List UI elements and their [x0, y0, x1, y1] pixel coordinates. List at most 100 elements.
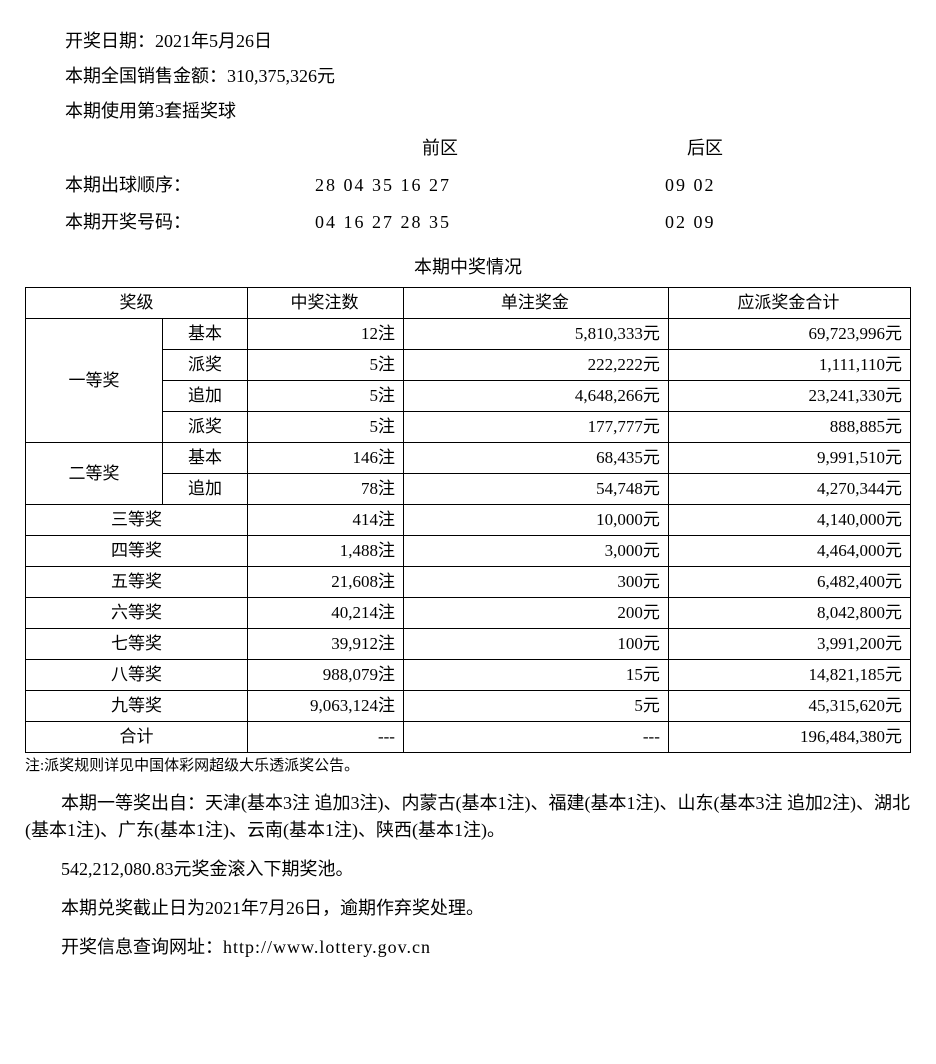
- draw-order-back: 09 02: [665, 172, 865, 199]
- table-note: 注:派奖规则详见中国体彩网超级大乐透派奖公告。: [25, 755, 911, 778]
- total-cell: 888,885元: [668, 412, 910, 443]
- prize-level-cell: 二等奖: [26, 443, 163, 505]
- count-cell: ---: [248, 722, 404, 753]
- header-total: 应派奖金合计: [668, 288, 910, 319]
- table-row: 八等奖988,079注15元14,821,185元: [26, 660, 911, 691]
- total-cell: 23,241,330元: [668, 381, 910, 412]
- sales-line: 本期全国销售金额：310,375,326元: [65, 63, 871, 90]
- header-prize-level: 奖级: [26, 288, 248, 319]
- table-row: 合计------196,484,380元: [26, 722, 911, 753]
- unit-cell: 5元: [403, 691, 668, 722]
- table-row: 六等奖40,214注200元8,042,800元: [26, 598, 911, 629]
- unit-cell: 15元: [403, 660, 668, 691]
- total-cell: 9,991,510元: [668, 443, 910, 474]
- total-cell: 3,991,200元: [668, 629, 910, 660]
- draw-date-label: 开奖日期：: [65, 31, 155, 51]
- prize-level-cell: 三等奖: [26, 505, 248, 536]
- count-cell: 39,912注: [248, 629, 404, 660]
- draw-date-line: 开奖日期：2021年5月26日: [65, 28, 871, 55]
- table-row: 一等奖基本12注5,810,333元69,723,996元: [26, 319, 911, 350]
- unit-cell: 200元: [403, 598, 668, 629]
- prize-table: 奖级 中奖注数 单注奖金 应派奖金合计 一等奖基本12注5,810,333元69…: [25, 287, 911, 753]
- total-cell: 196,484,380元: [668, 722, 910, 753]
- prize-level-cell: 四等奖: [26, 536, 248, 567]
- unit-cell: 54,748元: [403, 474, 668, 505]
- unit-cell: 4,648,266元: [403, 381, 668, 412]
- sales-amount: 310,375,326元: [227, 66, 335, 86]
- draw-order-front: 28 04 35 16 27: [315, 172, 665, 199]
- total-cell: 6,482,400元: [668, 567, 910, 598]
- unit-cell: 10,000元: [403, 505, 668, 536]
- table-header-row: 奖级 中奖注数 单注奖金 应派奖金合计: [26, 288, 911, 319]
- unit-cell: 100元: [403, 629, 668, 660]
- prize-sub-cell: 派奖: [163, 350, 248, 381]
- count-cell: 5注: [248, 381, 404, 412]
- count-cell: 9,063,124注: [248, 691, 404, 722]
- count-cell: 40,214注: [248, 598, 404, 629]
- unit-cell: ---: [403, 722, 668, 753]
- table-row: 四等奖1,488注3,000元4,464,000元: [26, 536, 911, 567]
- header-unit: 单注奖金: [403, 288, 668, 319]
- prize-level-cell: 合计: [26, 722, 248, 753]
- unit-cell: 3,000元: [403, 536, 668, 567]
- total-cell: 4,140,000元: [668, 505, 910, 536]
- prize-sub-cell: 基本: [163, 319, 248, 350]
- sales-label: 本期全国销售金额：: [65, 66, 227, 86]
- prize-sub-cell: 基本: [163, 443, 248, 474]
- prize-sub-cell: 派奖: [163, 412, 248, 443]
- count-cell: 1,488注: [248, 536, 404, 567]
- back-area-label: 后区: [665, 135, 865, 162]
- total-cell: 4,464,000元: [668, 536, 910, 567]
- draw-order-row: 本期出球顺序： 28 04 35 16 27 09 02: [65, 172, 871, 199]
- count-cell: 5注: [248, 412, 404, 443]
- count-cell: 21,608注: [248, 567, 404, 598]
- count-cell: 5注: [248, 350, 404, 381]
- numbers-header: 前区 后区: [65, 135, 871, 162]
- numbers-section: 前区 后区 本期出球顺序： 28 04 35 16 27 09 02 本期开奖号…: [65, 135, 871, 236]
- total-cell: 14,821,185元: [668, 660, 910, 691]
- unit-cell: 68,435元: [403, 443, 668, 474]
- prize-level-cell: 七等奖: [26, 629, 248, 660]
- total-cell: 45,315,620元: [668, 691, 910, 722]
- winners-para: 本期一等奖出自：天津(基本3注 追加3注)、内蒙古(基本1注)、福建(基本1注)…: [25, 790, 911, 844]
- winning-back: 02 09: [665, 209, 865, 236]
- prize-sub-cell: 追加: [163, 474, 248, 505]
- prize-level-cell: 八等奖: [26, 660, 248, 691]
- front-area-label: 前区: [315, 135, 665, 162]
- header-count: 中奖注数: [248, 288, 404, 319]
- table-row: 七等奖39,912注100元3,991,200元: [26, 629, 911, 660]
- unit-cell: 300元: [403, 567, 668, 598]
- draw-date: 2021年5月26日: [155, 31, 272, 51]
- website-para: 开奖信息查询网址：http://www.lottery.gov.cn: [25, 934, 911, 961]
- winning-label: 本期开奖号码：: [65, 209, 315, 236]
- table-row: 五等奖21,608注300元6,482,400元: [26, 567, 911, 598]
- table-row: 三等奖414注10,000元4,140,000元: [26, 505, 911, 536]
- prize-level-cell: 六等奖: [26, 598, 248, 629]
- count-cell: 988,079注: [248, 660, 404, 691]
- count-cell: 414注: [248, 505, 404, 536]
- unit-cell: 177,777元: [403, 412, 668, 443]
- table-title: 本期中奖情况: [25, 254, 911, 281]
- count-cell: 12注: [248, 319, 404, 350]
- prize-sub-cell: 追加: [163, 381, 248, 412]
- total-cell: 69,723,996元: [668, 319, 910, 350]
- website-label: 开奖信息查询网址：: [61, 937, 223, 957]
- total-cell: 1,111,110元: [668, 350, 910, 381]
- table-row: 九等奖9,063,124注5元45,315,620元: [26, 691, 911, 722]
- ball-set-line: 本期使用第3套摇奖球: [65, 98, 871, 125]
- table-row: 二等奖基本146注68,435元9,991,510元: [26, 443, 911, 474]
- prize-level-cell: 九等奖: [26, 691, 248, 722]
- draw-order-label: 本期出球顺序：: [65, 172, 315, 199]
- unit-cell: 222,222元: [403, 350, 668, 381]
- total-cell: 8,042,800元: [668, 598, 910, 629]
- deadline-para: 本期兑奖截止日为2021年7月26日，逾期作弃奖处理。: [25, 895, 911, 922]
- rollover-para: 542,212,080.83元奖金滚入下期奖池。: [25, 856, 911, 883]
- unit-cell: 5,810,333元: [403, 319, 668, 350]
- website-url: http://www.lottery.gov.cn: [223, 937, 431, 957]
- prize-level-cell: 五等奖: [26, 567, 248, 598]
- total-cell: 4,270,344元: [668, 474, 910, 505]
- prize-level-cell: 一等奖: [26, 319, 163, 443]
- count-cell: 78注: [248, 474, 404, 505]
- winning-row: 本期开奖号码： 04 16 27 28 35 02 09: [65, 209, 871, 236]
- winning-front: 04 16 27 28 35: [315, 209, 665, 236]
